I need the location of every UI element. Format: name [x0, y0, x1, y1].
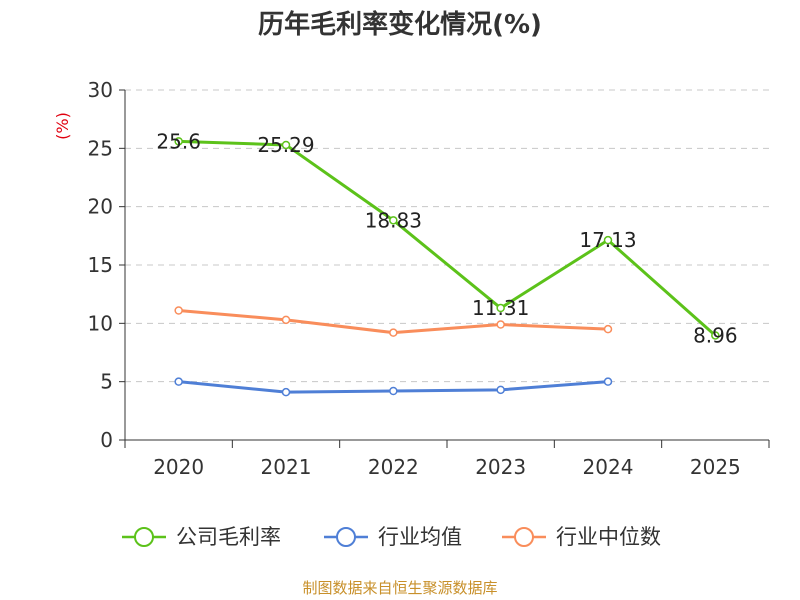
data-point[interactable]: [711, 331, 720, 340]
data-point[interactable]: [389, 328, 398, 337]
x-tick-label: 2020: [153, 455, 204, 479]
y-tick-label: 15: [88, 253, 113, 277]
data-point[interactable]: [496, 320, 505, 329]
legend-marker-icon: [134, 527, 154, 547]
data-point[interactable]: [174, 137, 183, 146]
y-tick-label: 30: [88, 78, 113, 102]
series-line: [178, 139, 717, 337]
x-tick-label: 2023: [475, 455, 526, 479]
data-point[interactable]: [603, 235, 613, 245]
data-point[interactable]: [496, 303, 505, 313]
legend-label: 公司毛利率: [176, 525, 281, 549]
data-point[interactable]: [496, 385, 505, 395]
data-point[interactable]: [389, 386, 398, 396]
x-tick-label: 2021: [261, 455, 312, 479]
legend-item[interactable]: 行业中位数: [502, 525, 661, 549]
data-source-note: 制图数据来自恒生聚源数据库: [302, 579, 498, 597]
data-label: 25.29: [257, 133, 314, 157]
legend-item[interactable]: 行业均值: [324, 525, 462, 549]
x-tick-label: 2025: [690, 455, 741, 479]
data-point[interactable]: [603, 324, 613, 334]
data-point[interactable]: [603, 377, 613, 386]
y-tick-label: 10: [88, 311, 113, 335]
y-axis-label: (%): [53, 112, 72, 140]
data-label: 18.83: [365, 208, 422, 232]
legend-label: 行业中位数: [556, 525, 661, 549]
y-tick-label: 25: [88, 136, 113, 160]
data-label: 25.6: [156, 129, 201, 153]
data-label: 8.96: [693, 323, 738, 347]
data-label: 17.13: [579, 228, 636, 252]
data-label: 11.31: [472, 296, 529, 320]
data-label-layer: 25.6 25.29 18.83 11.31 17.13 8.96: [156, 129, 737, 347]
data-point[interactable]: [174, 377, 183, 386]
x-tick-label: 2024: [583, 455, 634, 479]
legend-marker-icon: [336, 527, 356, 547]
y-tick-label: 0: [100, 428, 113, 452]
grid-layer: [125, 89, 769, 383]
data-point[interactable]: [281, 387, 291, 397]
series-layer: [174, 137, 720, 397]
legend-marker-icon: [514, 527, 534, 547]
legend-item[interactable]: 公司毛利率: [122, 525, 281, 549]
legend-label: 行业均值: [378, 525, 462, 549]
y-tick-label: 5: [100, 370, 113, 394]
y-tick-label: 20: [88, 195, 113, 219]
data-point[interactable]: [389, 216, 398, 225]
chart-title: 历年毛利率变化情况(%): [258, 10, 542, 40]
data-point[interactable]: [174, 306, 183, 315]
data-point[interactable]: [281, 140, 291, 150]
legend[interactable]: 公司毛利率 行业均值 行业中位数: [122, 525, 661, 549]
x-tick-label: 2022: [368, 455, 419, 479]
data-point[interactable]: [281, 315, 291, 325]
